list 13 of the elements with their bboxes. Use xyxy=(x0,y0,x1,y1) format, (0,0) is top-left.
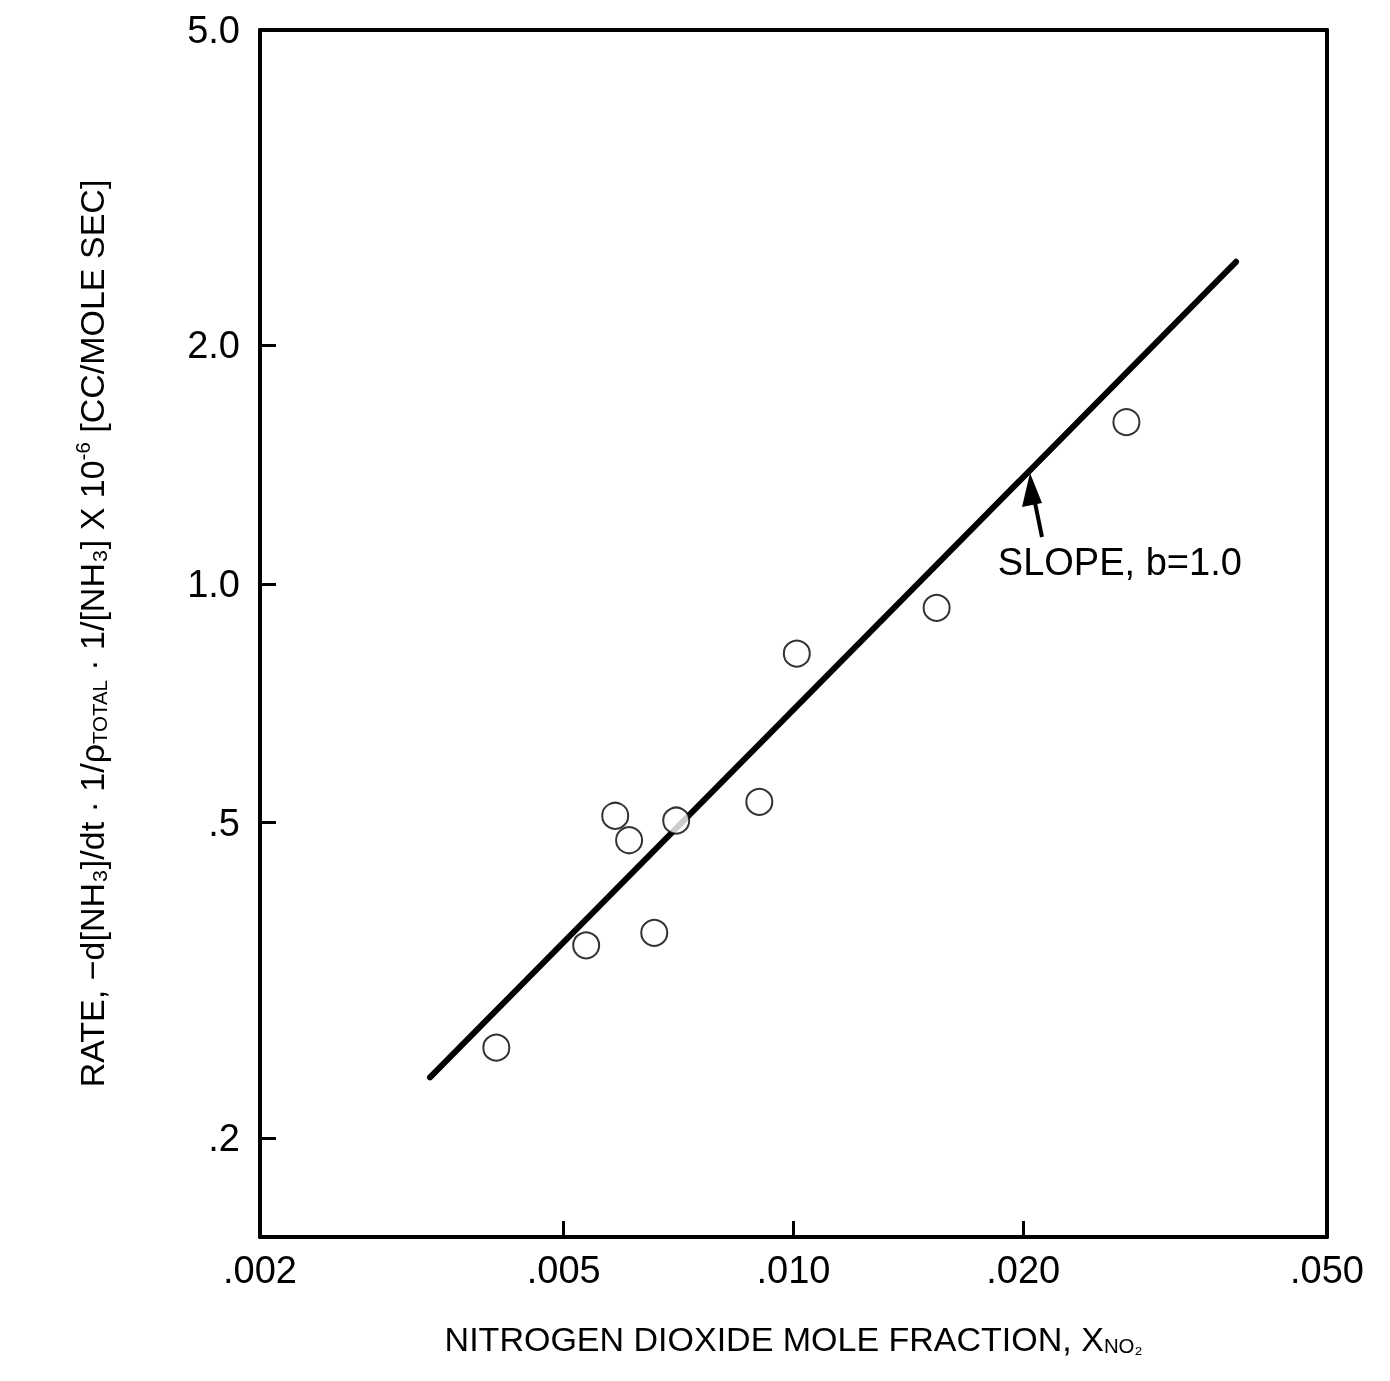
x-tick-label: .020 xyxy=(986,1249,1061,1291)
y-tick-label: .2 xyxy=(208,1116,240,1159)
x-tick-label: .010 xyxy=(756,1249,831,1291)
x-tick-label: .002 xyxy=(223,1249,297,1291)
y-tick-label: 2.0 xyxy=(187,324,240,367)
annotation: SLOPE, b=1.0 xyxy=(997,541,1242,584)
x-tick-label: .050 xyxy=(1290,1249,1364,1291)
y-tick-label: 5.0 xyxy=(187,9,240,51)
y-tick-label: 1.0 xyxy=(187,562,240,605)
x-tick-label: .005 xyxy=(526,1249,601,1291)
y-axis-title: RATE, −d[NH₃]/dt · 1/ρTOTAL · 1/[NH₃] X 10-6 [CC/MOLE SEC] xyxy=(72,179,111,1088)
y-tick-label: .5 xyxy=(208,801,240,844)
x-axis-title: NITROGEN DIOXIDE MOLE FRACTION, XNO₂ xyxy=(444,1320,1143,1358)
